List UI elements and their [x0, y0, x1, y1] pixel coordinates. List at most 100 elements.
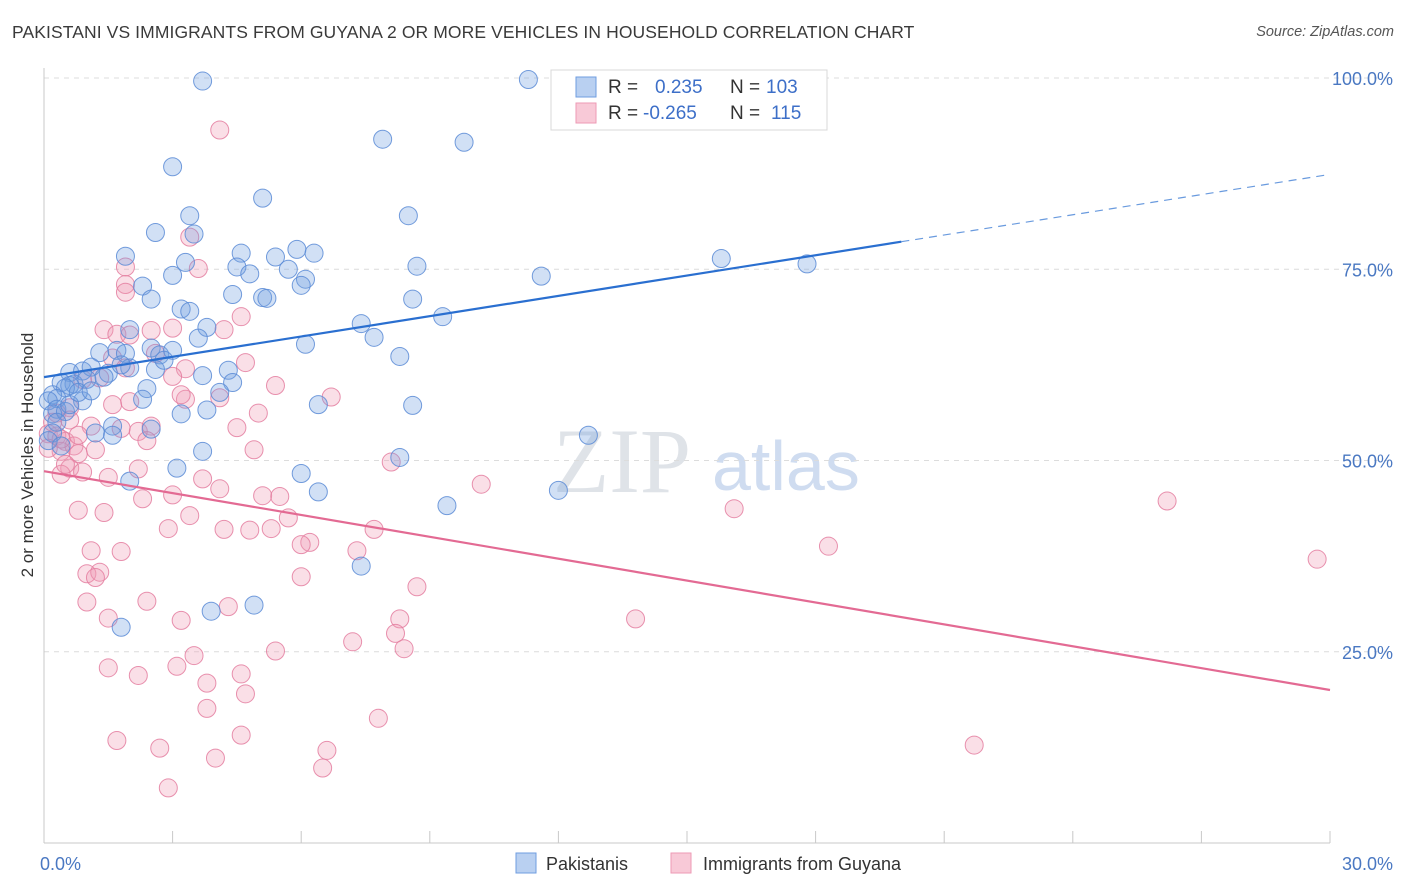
pakistanis-point-10: [115, 246, 135, 266]
pakistanis-point-30: [257, 288, 277, 308]
pakistanis-point-81: [103, 425, 123, 445]
guyana-point-18: [103, 395, 123, 415]
guyana-point-38: [244, 440, 264, 460]
pakistanis-point-24: [711, 249, 731, 269]
guyana-point-103: [270, 486, 290, 506]
legend-n-value-1: 103: [766, 77, 798, 98]
guyana-point-47: [253, 486, 273, 506]
guyana-point-58: [261, 519, 281, 539]
pakistanis-point-9: [184, 224, 204, 244]
guyana-point-89: [368, 708, 388, 728]
guyana-point-46: [210, 479, 230, 499]
pakistanis-point-89: [548, 480, 568, 500]
guyana-point-56: [214, 519, 234, 539]
guyana-point-99: [818, 536, 838, 556]
pakistanis-point-21: [291, 275, 311, 295]
legend-frame: [550, 69, 828, 131]
guyana-point-36: [85, 440, 105, 460]
guyana-point-61: [291, 535, 311, 555]
pakistanis-point-18: [163, 265, 183, 285]
trend-line-pakistanis-extension: [901, 173, 1331, 243]
pakistanis-point-39: [364, 327, 384, 347]
guyana-point-114: [248, 403, 268, 423]
guyana-point-96: [158, 778, 178, 798]
pakistanis-point-90: [437, 496, 457, 516]
legend-r-label-1: R =: [608, 77, 638, 98]
x-ticks: [43, 831, 1331, 843]
pakistanis-point-94: [111, 617, 131, 637]
bottom-legend-swatch-guyana: [670, 852, 692, 874]
guyana-point-101: [1307, 549, 1327, 569]
pakistanis-point-19: [278, 259, 298, 279]
guyana-point-111: [163, 366, 183, 386]
guyana-point-108: [55, 454, 75, 474]
pakistanis-point-41: [90, 343, 110, 363]
bottom-legend-label-pakistanis: Pakistanis: [546, 854, 628, 874]
guyana-point-5: [115, 282, 135, 302]
guyana-point-88: [197, 698, 217, 718]
guyana-point-73: [171, 610, 191, 630]
pakistanis-point-83: [193, 441, 213, 461]
guyana-point-21: [210, 388, 230, 408]
guyana-point-51: [68, 500, 88, 520]
pakistanis-point-91: [351, 556, 371, 576]
pakistanis-point-63: [223, 372, 243, 392]
x-tick-label-1: 30.0%: [1342, 854, 1393, 874]
guyana-point-55: [158, 519, 178, 539]
pakistanis-point-17: [240, 264, 260, 284]
guyana-point-84: [98, 658, 118, 678]
legend-n-label-2: N =: [730, 103, 760, 124]
guyana-point-97: [964, 735, 984, 755]
pakistanis-point-6: [398, 206, 418, 226]
pakistanis-point-76: [197, 400, 217, 420]
pakistanis-point-35: [433, 307, 453, 327]
bottom-legend-label-guyana: Immigrants from Guyana: [703, 854, 902, 874]
guyana-point-95: [313, 758, 333, 778]
pakistanis-point-88: [308, 482, 328, 502]
pakistanis-point-15: [175, 252, 195, 272]
guyana-point-105: [171, 385, 191, 405]
pakistanis-point-13: [287, 239, 307, 259]
pakistanis-point-69: [133, 389, 153, 409]
pakistanis-point-92: [244, 595, 264, 615]
series-guyana-points: [38, 120, 1327, 798]
series-pakistanis-points: [38, 70, 817, 637]
guyana-point-8: [141, 320, 161, 340]
pakistanis-point-37: [120, 320, 140, 340]
legend-n-value-2: 115: [771, 103, 801, 124]
guyana-point-113: [68, 425, 88, 445]
pakistanis-point-4: [454, 132, 474, 152]
guyana-point-91: [231, 725, 251, 745]
guyana-point-52: [94, 503, 114, 523]
guyana-point-16: [265, 376, 285, 396]
pakistanis-point-3: [373, 129, 393, 149]
pakistanis-point-34: [180, 301, 200, 321]
pakistanis-point-97: [51, 436, 71, 456]
pakistanis-point-71: [403, 395, 423, 415]
guyana-point-6: [231, 307, 251, 327]
guyana-point-50: [381, 452, 401, 472]
guyana-point-85: [128, 665, 148, 685]
legend-r-label-2: R =: [608, 103, 638, 124]
pakistanis-point-96: [38, 431, 58, 451]
guyana-point-79: [394, 639, 414, 659]
guyana-point-86: [197, 673, 217, 693]
pakistanis-point-36: [351, 314, 371, 334]
guyana-point-102: [471, 474, 491, 494]
pakistanis-point-23: [531, 266, 551, 286]
guyana-point-68: [291, 567, 311, 587]
pakistanis-point-0: [193, 71, 213, 91]
guyana-point-4: [115, 275, 135, 295]
pakistanis-point-77: [47, 412, 67, 432]
guyana-point-77: [386, 623, 406, 643]
x-tick-label-0: 0.0%: [40, 854, 81, 874]
guyana-point-93: [317, 740, 337, 760]
y-tick-label-0: 100.0%: [1332, 69, 1393, 89]
guyana-point-0: [210, 120, 230, 140]
guyana-point-106: [235, 353, 255, 373]
source-credit: Source: ZipAtlas.com: [1256, 24, 1394, 40]
y-axis-title: 2 or more Vehicles in Household: [18, 333, 37, 578]
pakistanis-point-7: [180, 206, 200, 226]
trend-line-guyana: [43, 470, 1331, 692]
